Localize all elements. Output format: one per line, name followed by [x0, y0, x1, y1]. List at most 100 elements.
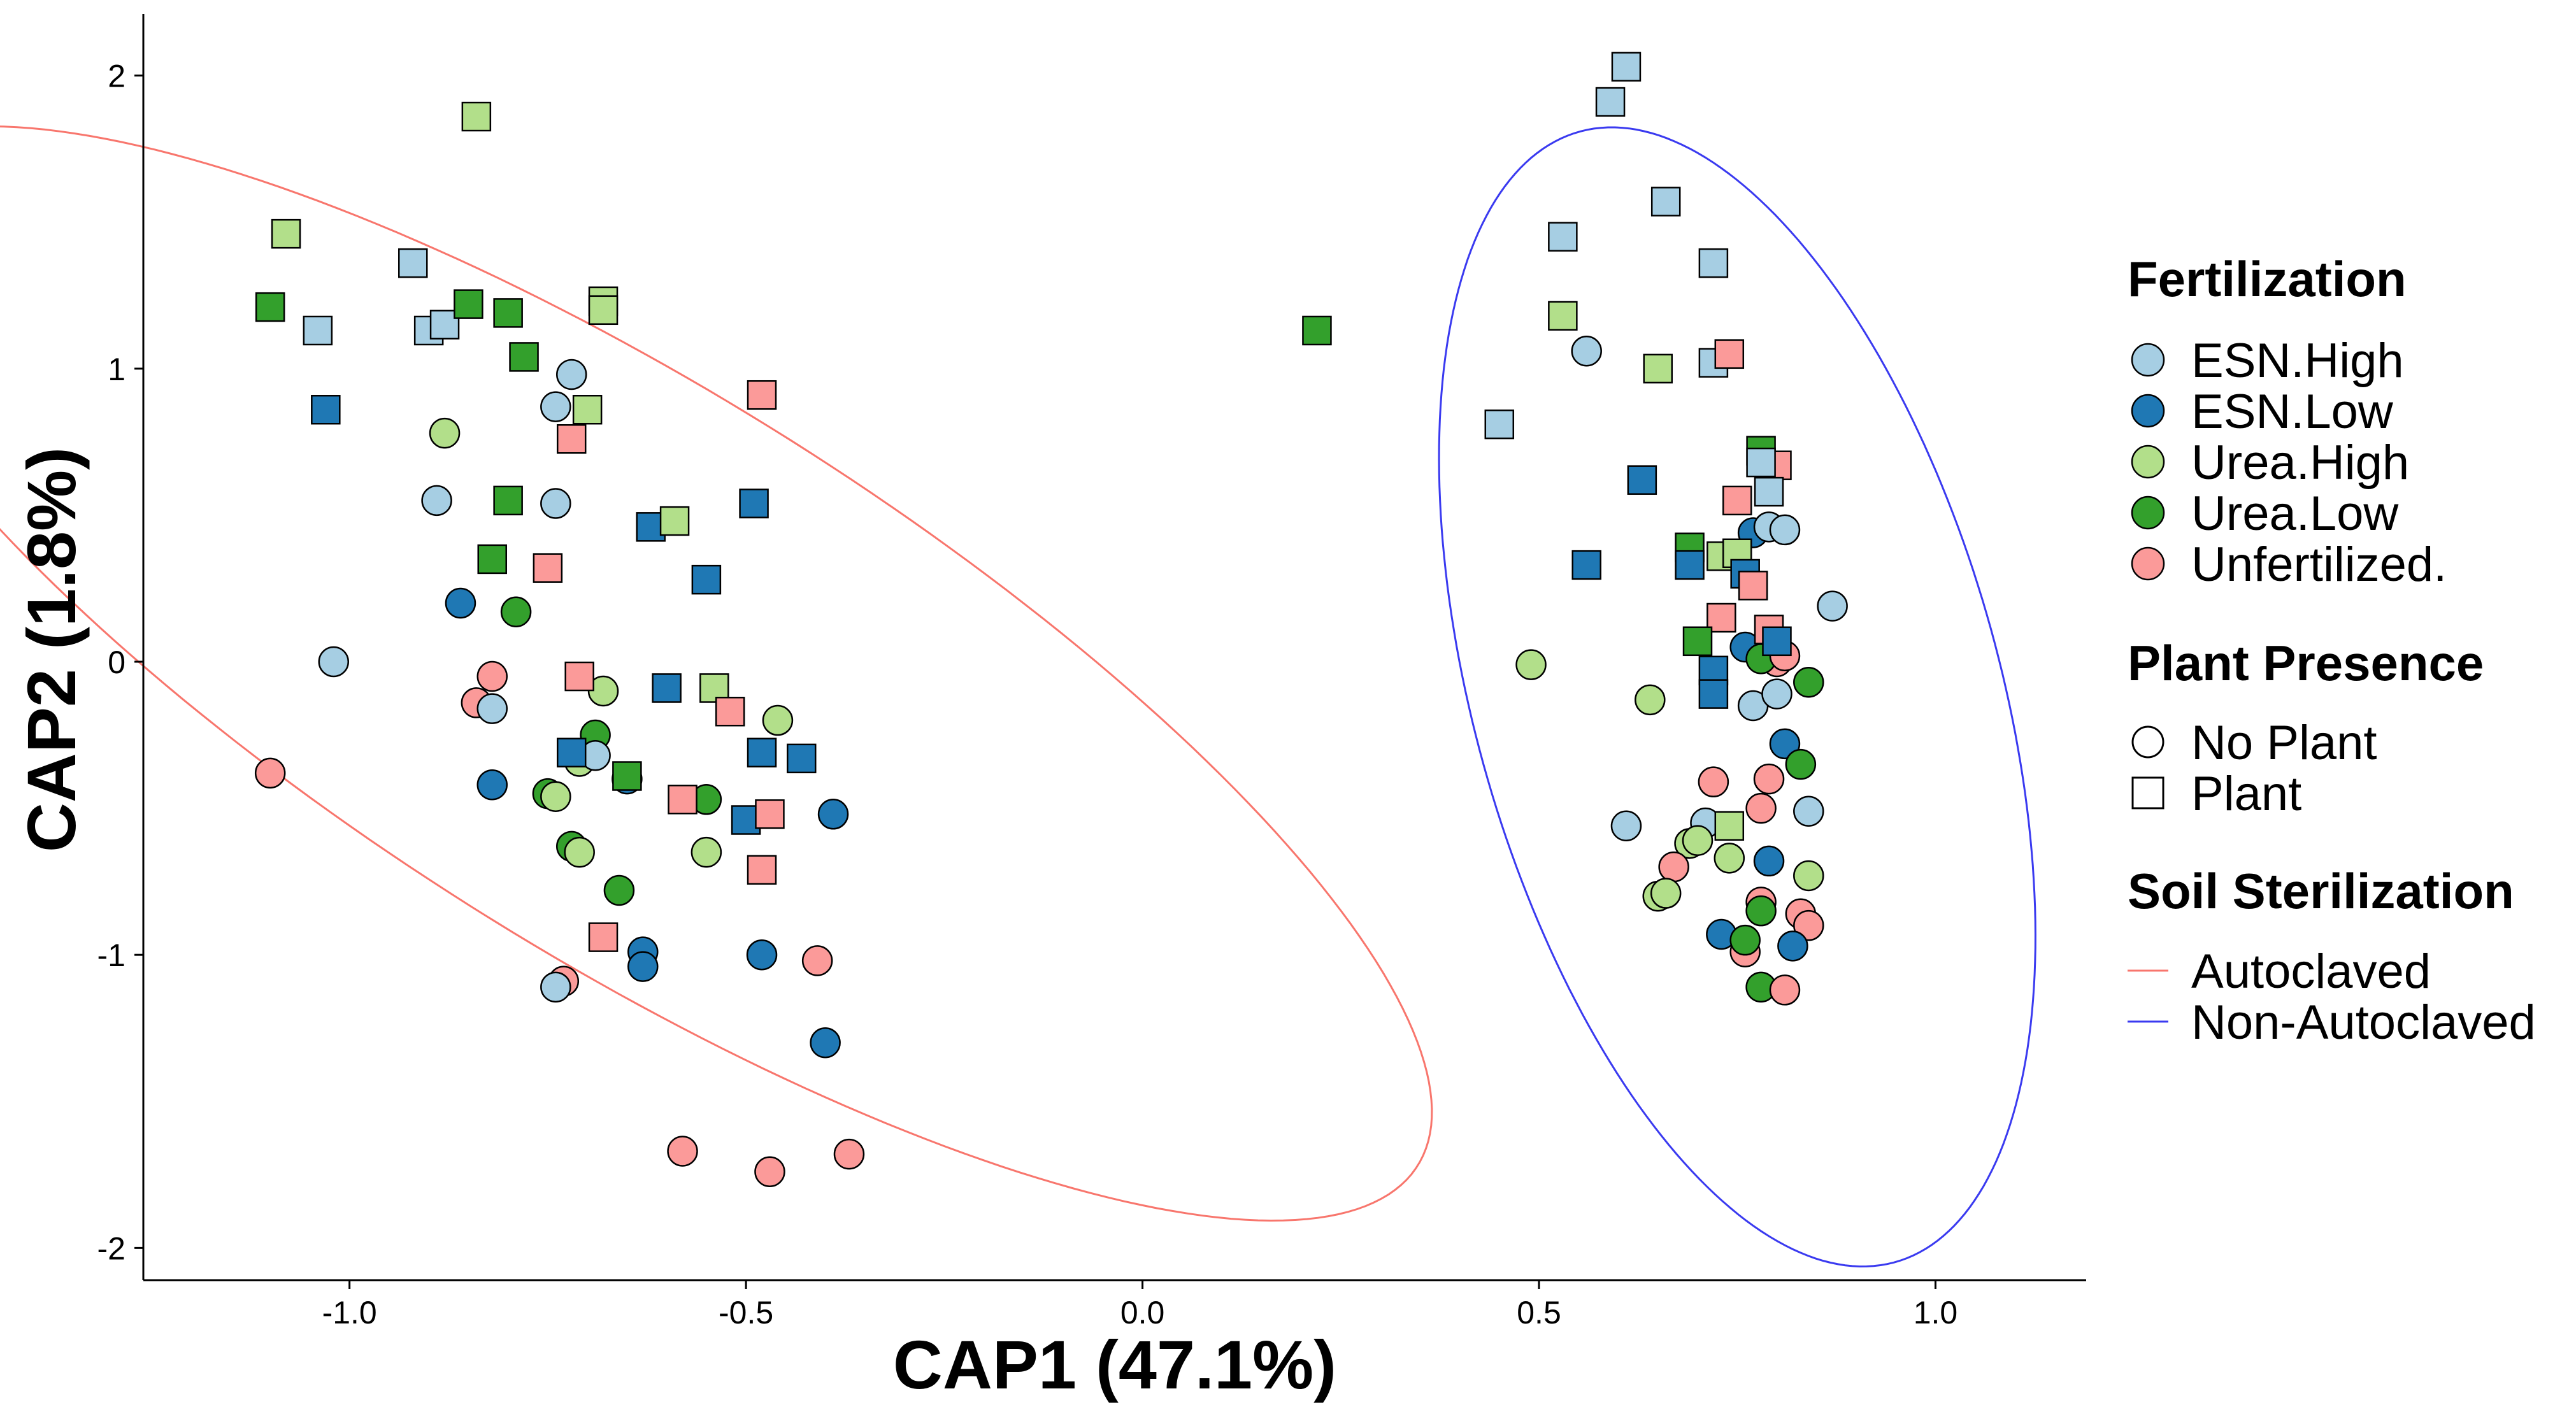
legend-label: Autoclaved: [2191, 945, 2431, 999]
data-point-square: [588, 922, 619, 952]
data-point-circle: [1753, 845, 1785, 877]
data-point-circle: [1793, 909, 1824, 941]
data-point-circle: [1571, 335, 1602, 367]
data-point-square: [572, 395, 603, 425]
data-point-square: [493, 298, 523, 328]
data-point-circle: [1745, 792, 1777, 824]
data-point-square: [1627, 465, 1657, 495]
data-point-square: [668, 785, 698, 815]
data-point-square: [533, 553, 563, 583]
data-point-square: [271, 218, 301, 249]
legend-key-circle: [2131, 546, 2165, 581]
data-point-square: [659, 506, 690, 536]
data-point-circle: [476, 660, 508, 692]
data-point-square: [255, 292, 285, 322]
point-layer: [254, 52, 1848, 1187]
data-point-square: [1722, 485, 1752, 516]
data-point-square: [612, 761, 642, 791]
data-point-square: [715, 696, 745, 727]
data-point-square: [747, 855, 777, 885]
data-point-square: [1714, 811, 1745, 841]
data-point-circle: [1793, 860, 1824, 892]
legend-key-square: [2131, 776, 2165, 809]
data-point-circle: [817, 799, 849, 830]
data-point-circle: [1658, 851, 1689, 883]
x-tick-label: 0.5: [1517, 1295, 1561, 1330]
data-point-square: [1643, 353, 1673, 384]
tick-layer: -1.0 -0.5 0.0 0.5 1.0 -2 -1 0 1 2: [97, 59, 1958, 1330]
data-point-square: [493, 485, 523, 516]
data-point-square: [398, 248, 428, 278]
data-point-circle: [754, 1156, 785, 1187]
data-point-square: [747, 738, 777, 767]
data-point-circle: [1714, 843, 1745, 874]
data-point-circle: [540, 971, 571, 1003]
y-axis-title: CAP2 (1.8%): [13, 447, 90, 852]
data-point-square: [509, 342, 539, 372]
legend-fertilization-items: ESN.HighESN.LowUrea.HighUrea.LowUnfertil…: [2131, 334, 2447, 592]
data-point-square: [1682, 626, 1713, 657]
data-point-circle: [1698, 766, 1729, 797]
legend-key-circle: [2131, 725, 2165, 759]
data-point-circle: [1817, 590, 1848, 622]
data-point-circle: [801, 945, 833, 976]
data-point-circle: [1635, 684, 1666, 716]
data-point-square: [303, 315, 333, 346]
data-point-circle: [1610, 810, 1642, 841]
data-point-square: [556, 424, 587, 454]
data-point-square: [787, 743, 817, 774]
data-point-circle: [627, 951, 659, 982]
legend-key-circle: [2131, 343, 2165, 377]
data-point-square: [1714, 339, 1745, 369]
data-point-square: [755, 799, 785, 829]
data-point-square: [1548, 222, 1578, 252]
data-point-square: [691, 564, 722, 595]
data-point-square: [747, 380, 777, 410]
data-point-square: [739, 488, 769, 518]
legend: Fertilization ESN.HighESN.LowUrea.HighUr…: [2128, 251, 2536, 1050]
data-point-square: [311, 395, 341, 425]
data-point-circle: [540, 488, 571, 519]
data-point-square: [564, 661, 594, 692]
legend-title-soil-sterilization: Soil Sterilization: [2128, 863, 2514, 919]
data-point-circle: [1777, 931, 1808, 962]
data-point-circle: [810, 1027, 841, 1059]
data-point-circle: [1769, 728, 1801, 760]
data-point-circle: [555, 359, 587, 390]
data-point-circle: [1753, 763, 1785, 795]
data-point-circle: [318, 646, 350, 678]
data-point-circle: [429, 417, 461, 449]
legend-key-circle: [2131, 445, 2165, 479]
data-point-square: [461, 101, 492, 132]
data-point-circle: [1650, 878, 1682, 909]
x-tick-label: 1.0: [1914, 1295, 1958, 1330]
y-tick-label: 1: [108, 352, 125, 387]
data-point-square: [1595, 87, 1626, 117]
data-point-circle: [1515, 649, 1547, 680]
legend-key-circle: [2131, 394, 2165, 428]
data-point-circle: [833, 1138, 865, 1170]
data-point-square: [1302, 315, 1332, 346]
data-point-circle: [540, 391, 571, 422]
data-point-square: [1650, 187, 1681, 217]
data-point-square: [652, 673, 682, 703]
data-point-circle: [1769, 514, 1801, 546]
data-point-circle: [500, 596, 532, 628]
data-point-circle: [1769, 974, 1801, 1006]
legend-label: Urea.High: [2191, 436, 2409, 490]
ellipse-autoclaved: [0, 125, 1433, 1222]
data-point-square: [477, 544, 508, 574]
legend-label: ESN.High: [2191, 334, 2404, 388]
data-point-square: [1484, 410, 1515, 439]
legend-label: ESN.Low: [2191, 385, 2394, 439]
data-point-square: [1675, 550, 1705, 580]
data-point-square: [1746, 447, 1776, 478]
legend-label: Urea.Low: [2191, 487, 2399, 541]
ellipse-non-autoclaved: [1438, 126, 2036, 1268]
data-point-circle: [1793, 666, 1824, 698]
data-point-square: [1754, 476, 1784, 507]
legend-label: Unfertilized.: [2191, 538, 2447, 592]
legend-title-fertilization: Fertilization: [2128, 251, 2407, 307]
